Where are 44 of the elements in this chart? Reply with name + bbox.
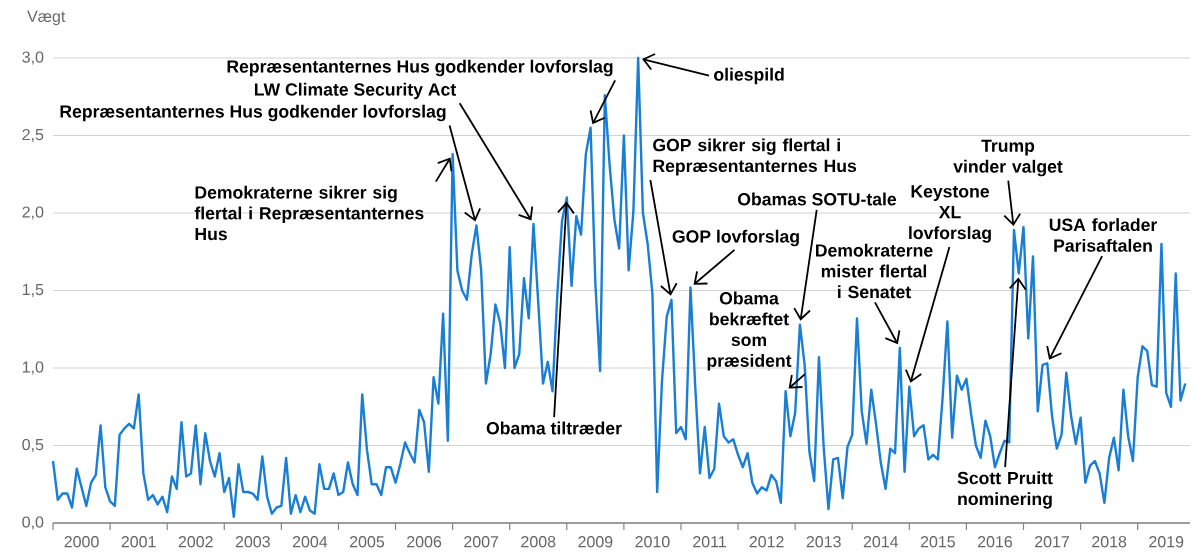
- x-tick-label: 2011: [693, 536, 726, 548]
- x-tick-label: 2013: [806, 536, 841, 548]
- x-tick-label: 2007: [464, 536, 499, 548]
- x-tick-label: 2018: [1092, 536, 1127, 548]
- annotation: GOP lovforslag: [672, 229, 799, 247]
- annotation: Scott Pruitt nominering: [957, 471, 1053, 509]
- x-tick-label: 2000: [64, 536, 99, 548]
- x-tick-label: 2017: [1035, 536, 1070, 548]
- x-tick-label: 2004: [292, 536, 328, 548]
- annotation: GOP sikrer sig flertal i Repræsentanternes Hus: [653, 138, 857, 176]
- x-tick-label: 2003: [235, 536, 270, 548]
- x-tick-label: 2005: [350, 536, 385, 548]
- y-tick-label: 1,0: [22, 361, 44, 375]
- x-tick-label: 2009: [578, 536, 613, 548]
- y-tick-label: 0,0: [22, 516, 44, 530]
- x-tick-label: 2002: [178, 536, 213, 548]
- x-tick-label: 2014: [863, 536, 899, 548]
- x-tick-label: 2008: [521, 536, 556, 548]
- annotation: Demokraterne sikrer sig flertal i Repræsentanternes Hus: [194, 185, 424, 241]
- annotation: Repræsentanternes Hus godkender lovforslag: [227, 59, 613, 77]
- annotation: LW Climate Security Act: [254, 82, 456, 100]
- x-tick-label: 2006: [407, 536, 442, 548]
- y-tick-label: 3,0: [22, 51, 44, 65]
- y-axis-title: Vægt: [27, 10, 66, 26]
- annotation: Obamas SOTU-tale: [738, 192, 897, 206]
- y-tick-label: 1,5: [22, 283, 44, 298]
- annotation: Demokraterne mister flertal i Senatet: [816, 243, 933, 299]
- y-tick-label: 2,0: [22, 206, 44, 220]
- annotation: Keystone XL lovforslag: [909, 185, 991, 243]
- annotation: Trump vinder valget: [953, 139, 1063, 177]
- x-tick-label: 2010: [635, 536, 670, 548]
- x-tick-label: 2019: [1149, 536, 1184, 548]
- annotation: USA forlader Parisaftalen: [1049, 218, 1157, 252]
- x-tick-label: 2012: [749, 536, 784, 548]
- annotation: Repræsentanternes Hus godkender lovforslag: [60, 104, 446, 122]
- annotation: oliespild: [714, 67, 784, 85]
- annotation: Obama bekræftet som præsident: [707, 291, 792, 371]
- y-tick-label: 0,5: [22, 438, 44, 453]
- line-series: [51, 56, 1187, 518]
- y-tick-label: 2,5: [22, 128, 44, 143]
- annotation: Obama tiltræder: [486, 421, 622, 435]
- x-tick-label: 2001: [121, 536, 156, 548]
- x-tick-label: 2016: [977, 536, 1013, 548]
- x-tick-label: 2015: [920, 536, 955, 548]
